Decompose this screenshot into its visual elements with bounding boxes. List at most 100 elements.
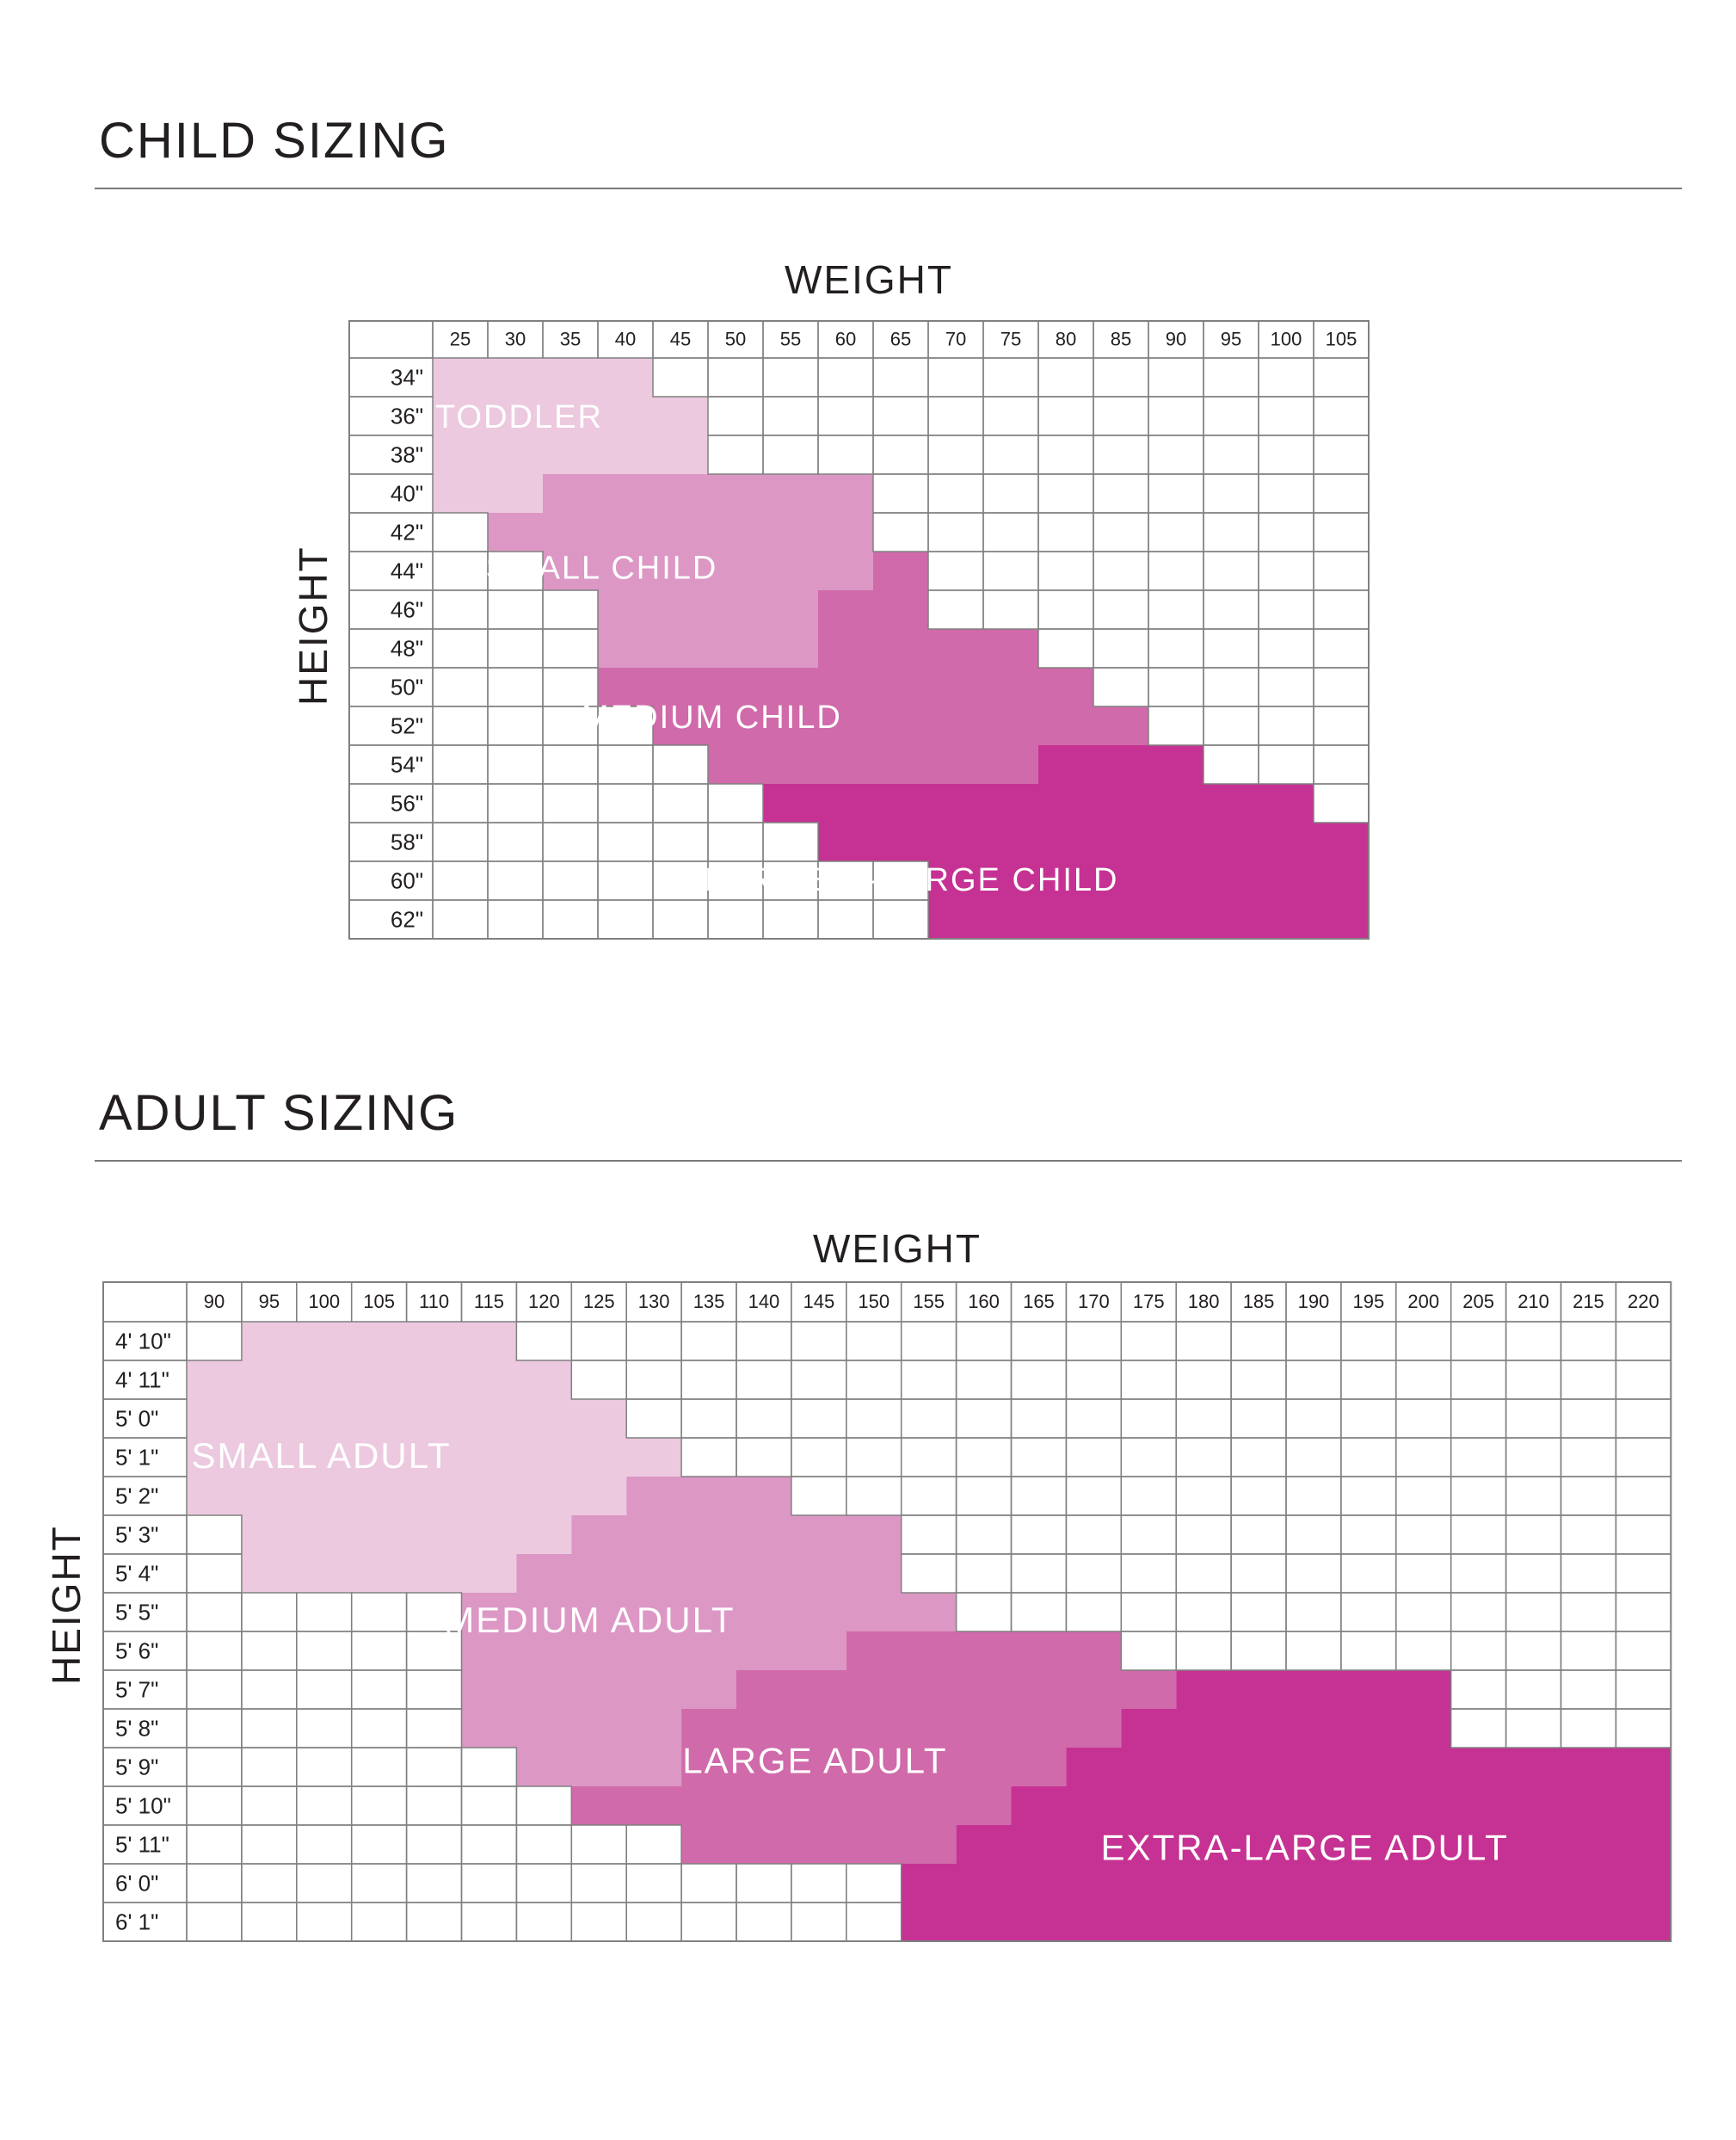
grid-cell [1065,1514,1123,1555]
grid-cell [1395,1360,1452,1400]
grid-cell [736,1360,792,1400]
zone-cell-medium-adult [571,1515,902,1554]
weight-tick-label: 60 [835,329,856,350]
height-tick-label: 34" [391,365,423,391]
grid-cell [1450,1514,1507,1555]
grid-cell [846,1437,902,1477]
weight-tick-label: 95 [259,1291,280,1312]
weight-tick-label: 50 [725,329,746,350]
grid-cell [736,1321,792,1361]
grid-cell [1450,1476,1507,1516]
grid-cell [625,1902,682,1942]
grid-cell [405,1747,463,1787]
grid-cell [296,1631,353,1671]
grid-cell [1450,1398,1507,1439]
grid-cell [625,1824,682,1865]
height-tick-label: 46" [391,597,423,623]
grid-cell [846,1360,902,1400]
zone-label-small-child: SMALL CHILD [486,551,718,587]
grid-cell [186,1631,243,1671]
grid-cell [955,1321,1013,1361]
grid-cell [350,1785,408,1826]
grid-cell [1395,1631,1452,1671]
grid-cell [241,1669,298,1710]
grid-cell [1505,1360,1562,1400]
zone-cell-toddler [433,435,708,474]
zone-label-large-x-large-child: LARGE/ X-LARGE CHILD [705,862,1118,898]
grid-cell [186,1824,243,1865]
zone-cell-extra-large-adult [956,1825,1671,1864]
weight-tick-label: 220 [1628,1291,1659,1312]
grid-cell [1615,1592,1672,1632]
grid-cell [350,1902,408,1942]
grid-cell [186,1902,243,1942]
weight-tick-label: 180 [1188,1291,1220,1312]
grid-cell [1560,1669,1617,1710]
grid-cell [296,1669,353,1710]
grid-cell [1505,1398,1562,1439]
grid-cell [1010,1592,1068,1632]
weight-tick-label: 160 [968,1291,1000,1312]
adult-title-divider [95,1160,1682,1162]
child-title-divider [95,188,1682,189]
grid-cell [1010,1360,1068,1400]
zone-cell-small-adult [241,1322,517,1360]
weight-tick-label: 100 [1271,329,1302,350]
grid-cell [791,1476,847,1516]
grid-cell [1615,1631,1672,1671]
grid-cell [1120,1514,1177,1555]
grid-cell [296,1863,353,1903]
grid-cell [1450,1592,1507,1632]
grid-cell [405,1902,463,1942]
grid-cell [1285,1398,1342,1439]
weight-tick-label: 140 [748,1291,780,1312]
weight-tick-label: 145 [803,1291,834,1312]
grid-cell [1395,1553,1452,1594]
weight-tick-label: 35 [560,329,581,350]
height-tick-label: 5' 4" [115,1561,158,1587]
grid-cell [1560,1553,1617,1594]
grid-cell [296,1785,353,1826]
height-tick-label: 38" [391,442,423,468]
grid-cell [1175,1631,1232,1671]
grid-cell [791,1398,847,1439]
weight-tick-label: 95 [1221,329,1241,350]
weight-tick-label: 90 [204,1291,225,1312]
height-tick-label: 42" [391,520,423,546]
grid-cell [955,1592,1013,1632]
zone-cell-extra-large-adult [901,1864,1671,1903]
weight-tick-label: 105 [363,1291,395,1312]
grid-cell [1615,1708,1672,1748]
zone-cell-small-adult [187,1438,682,1477]
grid-cell [1010,1476,1068,1516]
grid-cell [515,1902,573,1942]
grid-cell [1120,1476,1177,1516]
grid-cell [900,1553,957,1594]
zone-cell-large-adult [681,1825,957,1864]
grid-cell [1175,1360,1232,1400]
zone-cell-large-adult [681,1709,1122,1748]
grid-cell [1450,1360,1507,1400]
grid-cell [1230,1476,1287,1516]
grid-cell [1340,1592,1397,1632]
grid-cell [900,1437,957,1477]
grid-cell [680,1863,737,1903]
grid-cell [736,1398,792,1439]
height-tick-label: 5' 11" [115,1832,169,1858]
grid-cell [1340,1553,1397,1594]
zone-label-medium-adult: MEDIUM ADULT [444,1600,735,1640]
grid-cell [1120,1631,1177,1671]
zone-cell-medium-child [818,629,1038,668]
grid-cell [1615,1360,1672,1400]
grid-cell [736,1863,792,1903]
grid-cell [1230,1321,1287,1361]
zone-cell-toddler [433,397,708,435]
height-tick-label: 54" [391,752,423,778]
grid-cell [1615,1321,1672,1361]
grid-cell [1450,1553,1507,1594]
weight-tick-label: 25 [450,329,471,350]
grid-cell [1505,1321,1562,1361]
grid-cell [900,1321,957,1361]
grid-cell [1230,1592,1287,1632]
